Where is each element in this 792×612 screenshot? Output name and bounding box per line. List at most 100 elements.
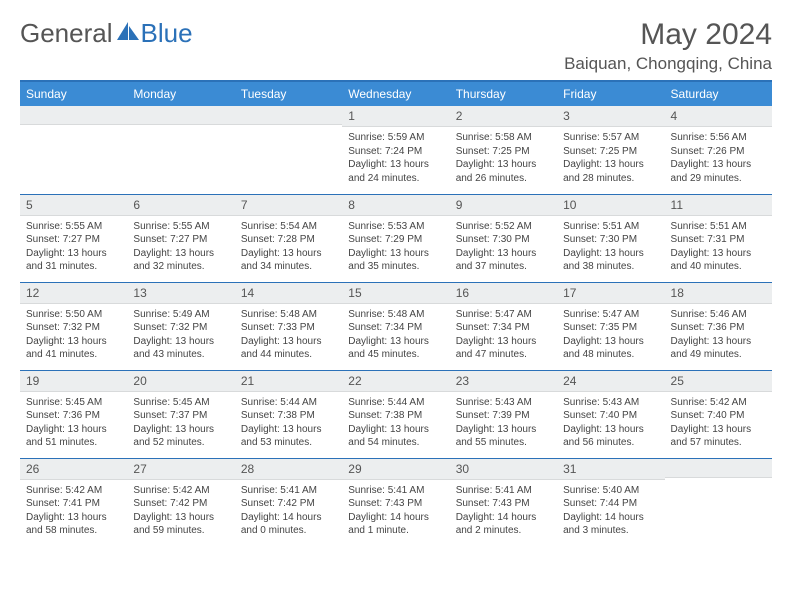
calendar-day-cell: 5Sunrise: 5:55 AMSunset: 7:27 PMDaylight… [20,194,127,282]
sunset-line: Sunset: 7:34 PM [456,321,551,335]
calendar-day-cell: 16Sunrise: 5:47 AMSunset: 7:34 PMDayligh… [450,282,557,370]
day-header: Monday [127,82,234,106]
day-number: 11 [665,195,772,216]
location: Baiquan, Chongqing, China [564,54,772,74]
day-number: 24 [557,371,664,392]
day-details: Sunrise: 5:49 AMSunset: 7:32 PMDaylight:… [127,304,234,366]
calendar-day-cell: 21Sunrise: 5:44 AMSunset: 7:38 PMDayligh… [235,370,342,458]
calendar-day-cell: 6Sunrise: 5:55 AMSunset: 7:27 PMDaylight… [127,194,234,282]
day-number: 30 [450,459,557,480]
sunrise-line: Sunrise: 5:44 AM [241,396,336,410]
day-number: 1 [342,106,449,127]
calendar-week-row: 19Sunrise: 5:45 AMSunset: 7:36 PMDayligh… [20,370,772,458]
day-number: 14 [235,283,342,304]
day-number [235,106,342,125]
day-number: 27 [127,459,234,480]
calendar-day-cell: 22Sunrise: 5:44 AMSunset: 7:38 PMDayligh… [342,370,449,458]
calendar-day-cell: 31Sunrise: 5:40 AMSunset: 7:44 PMDayligh… [557,458,664,546]
daylight-line: Daylight: 13 hours and 26 minutes. [456,158,551,185]
day-details: Sunrise: 5:44 AMSunset: 7:38 PMDaylight:… [342,392,449,454]
day-number: 23 [450,371,557,392]
sunset-line: Sunset: 7:43 PM [348,497,443,511]
calendar-day-cell: 30Sunrise: 5:41 AMSunset: 7:43 PMDayligh… [450,458,557,546]
calendar-day-cell: 19Sunrise: 5:45 AMSunset: 7:36 PMDayligh… [20,370,127,458]
sunset-line: Sunset: 7:38 PM [241,409,336,423]
day-header: Sunday [20,82,127,106]
day-number: 20 [127,371,234,392]
daylight-line: Daylight: 13 hours and 47 minutes. [456,335,551,362]
day-details: Sunrise: 5:41 AMSunset: 7:42 PMDaylight:… [235,480,342,542]
sunrise-line: Sunrise: 5:51 AM [563,220,658,234]
day-header: Wednesday [342,82,449,106]
day-header: Friday [557,82,664,106]
calendar-day-cell: 11Sunrise: 5:51 AMSunset: 7:31 PMDayligh… [665,194,772,282]
sunset-line: Sunset: 7:24 PM [348,145,443,159]
calendar-day-cell: 2Sunrise: 5:58 AMSunset: 7:25 PMDaylight… [450,106,557,194]
daylight-line: Daylight: 13 hours and 48 minutes. [563,335,658,362]
title-block: May 2024 Baiquan, Chongqing, China [564,18,772,74]
daylight-line: Daylight: 13 hours and 40 minutes. [671,247,766,274]
daylight-line: Daylight: 13 hours and 35 minutes. [348,247,443,274]
calendar-day-cell: 25Sunrise: 5:42 AMSunset: 7:40 PMDayligh… [665,370,772,458]
sunrise-line: Sunrise: 5:51 AM [671,220,766,234]
calendar-day-cell: 29Sunrise: 5:41 AMSunset: 7:43 PMDayligh… [342,458,449,546]
day-number: 22 [342,371,449,392]
calendar-day-cell: 1Sunrise: 5:59 AMSunset: 7:24 PMDaylight… [342,106,449,194]
day-number: 19 [20,371,127,392]
day-header: Saturday [665,82,772,106]
calendar-day-cell: 27Sunrise: 5:42 AMSunset: 7:42 PMDayligh… [127,458,234,546]
daylight-line: Daylight: 14 hours and 1 minute. [348,511,443,538]
calendar-day-cell [20,106,127,194]
day-details: Sunrise: 5:55 AMSunset: 7:27 PMDaylight:… [127,216,234,278]
calendar-day-cell: 14Sunrise: 5:48 AMSunset: 7:33 PMDayligh… [235,282,342,370]
day-details: Sunrise: 5:43 AMSunset: 7:39 PMDaylight:… [450,392,557,454]
day-details: Sunrise: 5:45 AMSunset: 7:37 PMDaylight:… [127,392,234,454]
sunrise-line: Sunrise: 5:57 AM [563,131,658,145]
brand-text-2: Blue [141,18,193,49]
sunset-line: Sunset: 7:32 PM [26,321,121,335]
calendar-day-cell [665,458,772,546]
day-number: 15 [342,283,449,304]
day-details: Sunrise: 5:42 AMSunset: 7:41 PMDaylight:… [20,480,127,542]
daylight-line: Daylight: 13 hours and 37 minutes. [456,247,551,274]
sunrise-line: Sunrise: 5:43 AM [563,396,658,410]
day-number: 16 [450,283,557,304]
sunset-line: Sunset: 7:42 PM [241,497,336,511]
sunrise-line: Sunrise: 5:50 AM [26,308,121,322]
calendar-day-cell: 7Sunrise: 5:54 AMSunset: 7:28 PMDaylight… [235,194,342,282]
day-header: Tuesday [235,82,342,106]
sunset-line: Sunset: 7:34 PM [348,321,443,335]
daylight-line: Daylight: 13 hours and 54 minutes. [348,423,443,450]
sunset-line: Sunset: 7:43 PM [456,497,551,511]
day-number: 28 [235,459,342,480]
calendar-day-cell [235,106,342,194]
day-details: Sunrise: 5:42 AMSunset: 7:42 PMDaylight:… [127,480,234,542]
day-details: Sunrise: 5:41 AMSunset: 7:43 PMDaylight:… [342,480,449,542]
daylight-line: Daylight: 13 hours and 32 minutes. [133,247,228,274]
sunset-line: Sunset: 7:32 PM [133,321,228,335]
daylight-line: Daylight: 13 hours and 55 minutes. [456,423,551,450]
sunrise-line: Sunrise: 5:58 AM [456,131,551,145]
calendar-day-cell: 17Sunrise: 5:47 AMSunset: 7:35 PMDayligh… [557,282,664,370]
sunset-line: Sunset: 7:41 PM [26,497,121,511]
sunrise-line: Sunrise: 5:48 AM [241,308,336,322]
daylight-line: Daylight: 13 hours and 52 minutes. [133,423,228,450]
day-number: 21 [235,371,342,392]
calendar-day-cell: 20Sunrise: 5:45 AMSunset: 7:37 PMDayligh… [127,370,234,458]
sunrise-line: Sunrise: 5:56 AM [671,131,766,145]
day-details: Sunrise: 5:53 AMSunset: 7:29 PMDaylight:… [342,216,449,278]
day-details: Sunrise: 5:46 AMSunset: 7:36 PMDaylight:… [665,304,772,366]
day-details: Sunrise: 5:47 AMSunset: 7:35 PMDaylight:… [557,304,664,366]
sunrise-line: Sunrise: 5:43 AM [456,396,551,410]
sunrise-line: Sunrise: 5:52 AM [456,220,551,234]
daylight-line: Daylight: 14 hours and 2 minutes. [456,511,551,538]
sunset-line: Sunset: 7:35 PM [563,321,658,335]
day-details: Sunrise: 5:48 AMSunset: 7:33 PMDaylight:… [235,304,342,366]
sunrise-line: Sunrise: 5:54 AM [241,220,336,234]
daylight-line: Daylight: 13 hours and 49 minutes. [671,335,766,362]
sunset-line: Sunset: 7:36 PM [26,409,121,423]
calendar-day-cell [127,106,234,194]
day-details: Sunrise: 5:41 AMSunset: 7:43 PMDaylight:… [450,480,557,542]
sunset-line: Sunset: 7:29 PM [348,233,443,247]
calendar-day-cell: 10Sunrise: 5:51 AMSunset: 7:30 PMDayligh… [557,194,664,282]
